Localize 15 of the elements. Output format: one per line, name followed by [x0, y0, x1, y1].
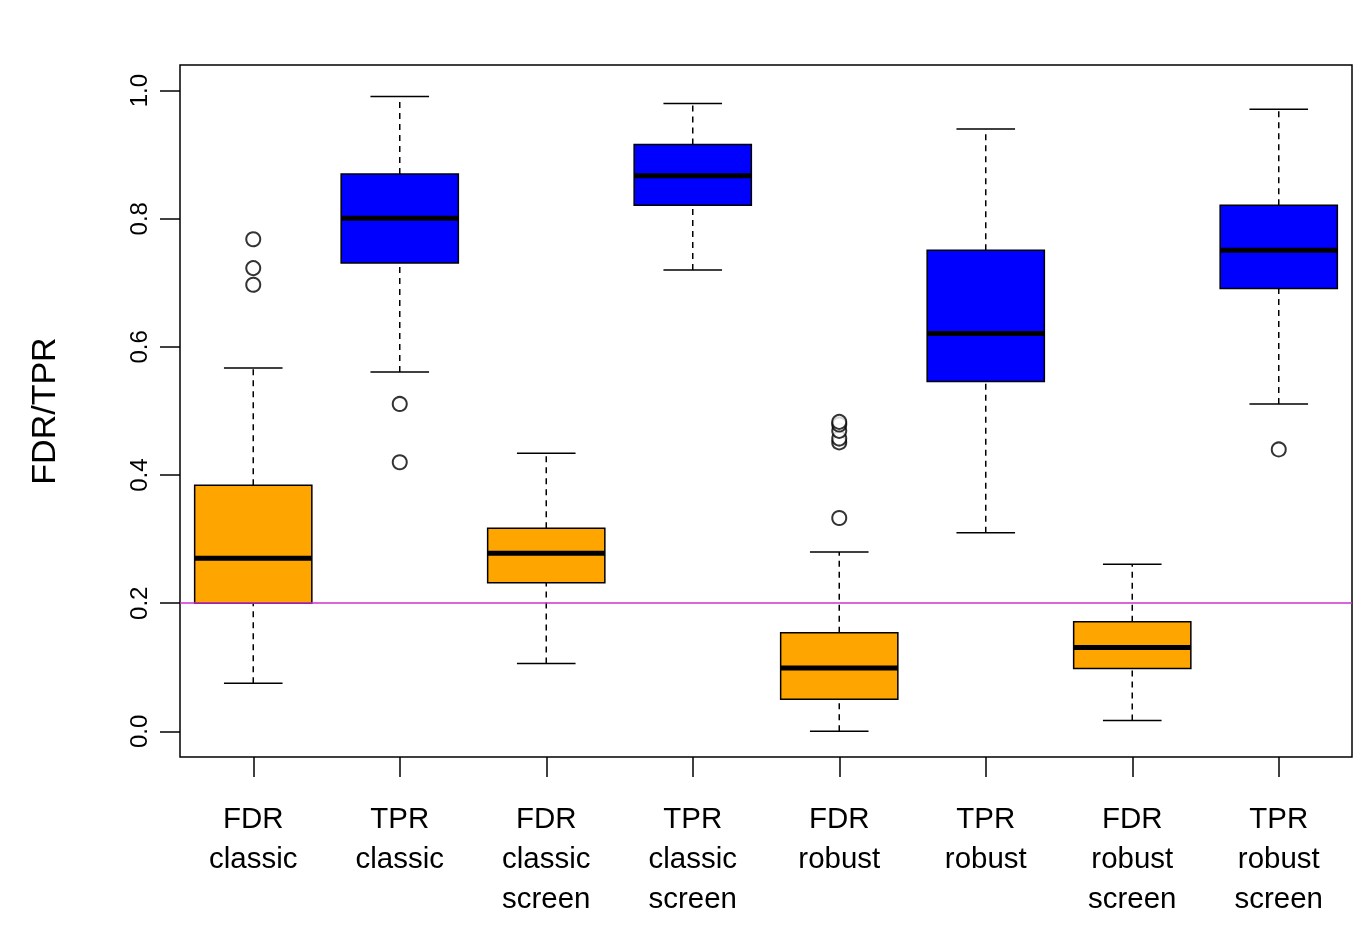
x-tick-label: FDR robust [798, 800, 881, 874]
y-tick-label: 0.8 [124, 202, 152, 236]
x-tick-label: TPR classic screen [648, 800, 737, 914]
y-tick-label: 1.0 [124, 73, 152, 108]
x-tick-label: FDR robust screen [1088, 800, 1177, 914]
y-tick-label: 0.4 [124, 458, 152, 492]
x-tick-label: FDR classic [209, 800, 298, 874]
x-tick-label: TPR robust screen [1234, 800, 1323, 914]
y-axis-title: FDR/TPR [24, 337, 62, 485]
x-tick-label: TPR classic [355, 800, 444, 874]
x-tick-label: FDR classic screen [502, 800, 591, 914]
y-tick-label: 0.2 [124, 586, 152, 620]
y-tick-label: 0.6 [124, 330, 152, 364]
x-tick-label: TPR robust [944, 800, 1027, 874]
y-tick-label: 0.0 [124, 714, 152, 749]
